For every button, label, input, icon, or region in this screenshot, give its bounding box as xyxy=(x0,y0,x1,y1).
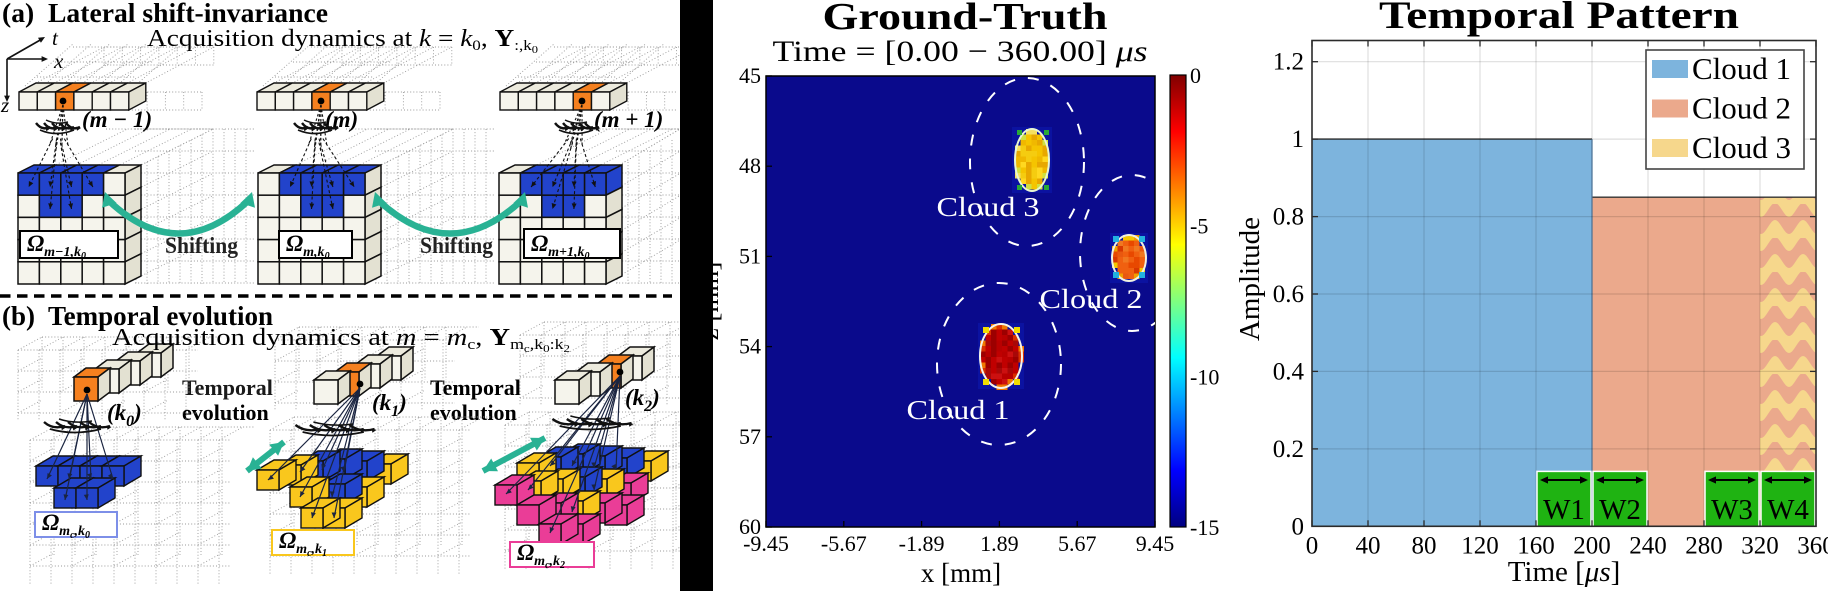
svg-text:Cloud 3: Cloud 3 xyxy=(1692,130,1791,165)
svg-text:Shifting: Shifting xyxy=(420,233,493,258)
svg-text:240: 240 xyxy=(1629,532,1667,559)
svg-text:Cloud 2: Cloud 2 xyxy=(1040,284,1143,314)
svg-text:-9.45: -9.45 xyxy=(743,531,789,556)
svg-text:(m + 1): (m + 1) xyxy=(594,107,663,132)
svg-text:Time = [0.00 − 360.00] μs: Time = [0.00 − 360.00] μs xyxy=(773,35,1148,68)
svg-text:evolution: evolution xyxy=(430,400,517,425)
svg-text:60: 60 xyxy=(739,514,761,539)
svg-text:0.6: 0.6 xyxy=(1273,281,1304,308)
svg-text:1.89: 1.89 xyxy=(980,531,1019,556)
svg-text:t: t xyxy=(52,26,59,50)
svg-text:160: 160 xyxy=(1517,532,1555,559)
svg-text:Temporal: Temporal xyxy=(430,375,521,400)
svg-text:-15: -15 xyxy=(1190,515,1219,540)
svg-text:x: x xyxy=(53,49,64,73)
svg-text:0.8: 0.8 xyxy=(1273,204,1304,231)
svg-text:z: z xyxy=(0,93,9,117)
svg-text:Cloud 2: Cloud 2 xyxy=(1692,91,1791,126)
svg-text:57: 57 xyxy=(739,424,761,449)
svg-text:51: 51 xyxy=(739,243,761,268)
svg-text:0: 0 xyxy=(1190,63,1201,88)
svg-text:Cloud 3: Cloud 3 xyxy=(937,192,1040,222)
svg-text:-1.89: -1.89 xyxy=(899,531,945,556)
svg-text:(b) Temporal evolution: (b) Temporal evolution xyxy=(2,301,273,331)
svg-text:120: 120 xyxy=(1461,532,1499,559)
svg-text:Time [μs]: Time [μs] xyxy=(1508,556,1621,588)
svg-text:-5.67: -5.67 xyxy=(821,531,867,556)
svg-text:9.45: 9.45 xyxy=(1136,531,1175,556)
svg-text:0.4: 0.4 xyxy=(1273,358,1305,385)
svg-text:80: 80 xyxy=(1412,532,1437,559)
svg-text:x [mm]: x [mm] xyxy=(921,558,1001,588)
svg-text:45: 45 xyxy=(739,63,761,88)
svg-text:200: 200 xyxy=(1573,532,1611,559)
svg-text:1: 1 xyxy=(1292,126,1305,153)
svg-text:Temporal: Temporal xyxy=(182,375,273,400)
svg-text:360: 360 xyxy=(1797,532,1828,559)
svg-text:W3: W3 xyxy=(1711,494,1753,526)
svg-text:40: 40 xyxy=(1356,532,1381,559)
svg-text:Shifting: Shifting xyxy=(165,233,238,258)
svg-text:-5: -5 xyxy=(1190,214,1208,239)
svg-text:54: 54 xyxy=(739,334,761,359)
svg-text:0: 0 xyxy=(1292,513,1305,540)
svg-text:Amplitude: Amplitude xyxy=(1234,217,1266,341)
svg-text:Ground-Truth: Ground-Truth xyxy=(823,0,1108,38)
svg-text:Acquisition dynamics at m = mc: Acquisition dynamics at m = m c, Ym c,k 0:k… xyxy=(112,325,570,355)
svg-text:Cloud 1: Cloud 1 xyxy=(1692,51,1791,86)
svg-text:0: 0 xyxy=(1306,532,1319,559)
svg-text:Temporal Pattern: Temporal Pattern xyxy=(1379,0,1739,37)
svg-text:evolution: evolution xyxy=(182,400,269,425)
svg-text:W2: W2 xyxy=(1599,494,1641,526)
svg-text:W4: W4 xyxy=(1767,494,1809,526)
svg-text:320: 320 xyxy=(1741,532,1779,559)
svg-text:z [mm]: z [mm] xyxy=(694,262,724,341)
svg-text:-10: -10 xyxy=(1190,364,1219,389)
svg-text:W1: W1 xyxy=(1543,494,1585,526)
svg-text:5.67: 5.67 xyxy=(1058,531,1097,556)
svg-text:0.2: 0.2 xyxy=(1273,436,1304,463)
svg-text:(a) Lateral shift-invariance: (a) Lateral shift-invariance xyxy=(2,0,328,28)
svg-text:Cloud 1: Cloud 1 xyxy=(907,395,1010,425)
svg-text:1.2: 1.2 xyxy=(1273,49,1304,76)
svg-text:(m − 1): (m − 1) xyxy=(82,107,152,132)
svg-text:280: 280 xyxy=(1685,532,1723,559)
svg-text:48: 48 xyxy=(739,153,761,178)
